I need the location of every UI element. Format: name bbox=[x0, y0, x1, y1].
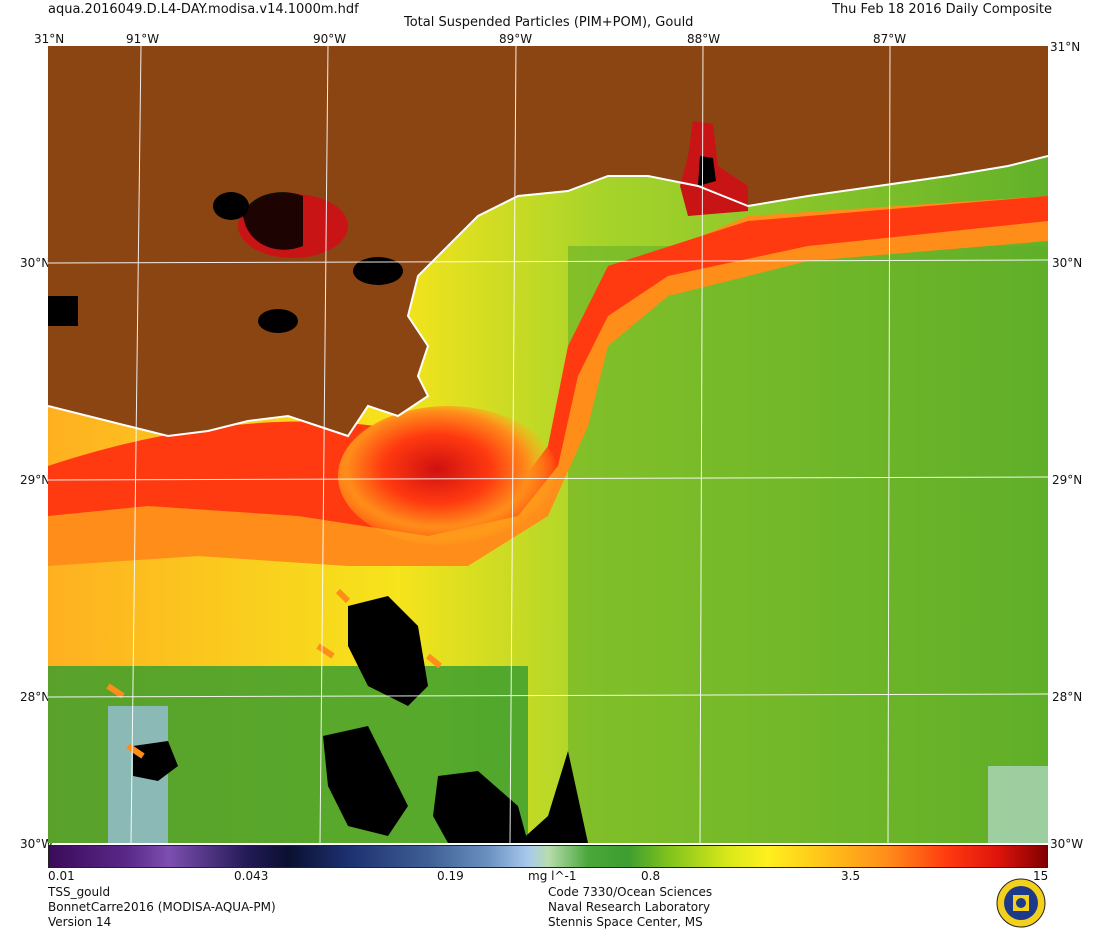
colorbar bbox=[48, 845, 1048, 868]
footer-org-code: Code 7330/Ocean Sciences bbox=[548, 885, 713, 899]
lat-label-29n-left: 29°N bbox=[20, 473, 51, 487]
product-title: Total Suspended Particles (PIM+POM), Gou… bbox=[404, 15, 694, 30]
colorbar-units: mg l^-1 bbox=[528, 869, 577, 883]
lon-label-88w: 88°W bbox=[687, 32, 721, 46]
corner-lat-top-right: 31°N bbox=[1050, 40, 1081, 54]
lat-label-28n-right: 28°N bbox=[1052, 690, 1083, 704]
lat-label-28n-left: 28°N bbox=[20, 690, 51, 704]
date-label: Thu Feb 18 2016 Daily Composite bbox=[832, 2, 1052, 17]
footer-version: Version 14 bbox=[48, 915, 112, 929]
corner-bottom-right: 30°W bbox=[1050, 837, 1084, 851]
lon-label-90w: 90°W bbox=[313, 32, 347, 46]
colorbar-tick-3: 0.8 bbox=[641, 869, 661, 883]
colorbar-tick-4: 3.5 bbox=[841, 869, 861, 883]
nrl-seal-icon bbox=[996, 878, 1046, 928]
lon-label-87w: 87°W bbox=[873, 32, 907, 46]
colorbar-tick-5: 15 bbox=[1033, 869, 1049, 883]
footer-org-location: Stennis Space Center, MS bbox=[548, 915, 703, 929]
footer-dataset: BonnetCarre2016 (MODISA-AQUA-PM) bbox=[48, 900, 276, 914]
lat-label-30n-left: 30°N bbox=[20, 256, 51, 270]
footer-org-name: Naval Research Laboratory bbox=[548, 900, 711, 914]
filename-label: aqua.2016049.D.L4-DAY.modisa.v14.1000m.h… bbox=[48, 2, 359, 17]
lat-label-29n-right: 29°N bbox=[1052, 473, 1083, 487]
lon-label-91w: 91°W bbox=[126, 32, 160, 46]
corner-lat-top-left: 31°N bbox=[34, 32, 65, 46]
tss-map[interactable] bbox=[48, 46, 1048, 843]
colorbar-tick-0: 0.01 bbox=[48, 869, 75, 883]
lon-label-89w: 89°W bbox=[499, 32, 533, 46]
corner-bottom-left: 30°W bbox=[20, 837, 54, 851]
colorbar-tick-1: 0.043 bbox=[234, 869, 269, 883]
colorbar-tick-2: 0.19 bbox=[437, 869, 464, 883]
footer-product-code: TSS_gould bbox=[48, 885, 111, 899]
lat-label-30n-right: 30°N bbox=[1052, 256, 1083, 270]
